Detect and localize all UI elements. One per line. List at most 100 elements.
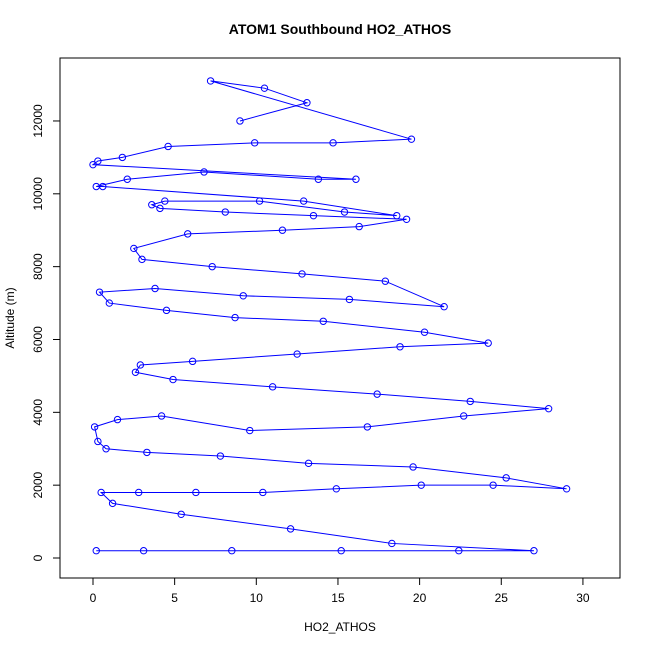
data-point	[417, 481, 425, 489]
data-point	[455, 547, 463, 555]
data-point	[164, 142, 172, 151]
data-point	[502, 474, 510, 482]
data-point	[530, 547, 538, 555]
data-point	[92, 182, 100, 191]
data-point	[259, 488, 267, 497]
data-point	[177, 510, 185, 519]
data-point	[314, 175, 323, 183]
data-point	[236, 117, 244, 125]
data-point	[156, 204, 164, 213]
data-point	[102, 445, 110, 453]
data-point	[118, 153, 127, 162]
y-tick-label: 10000	[31, 177, 45, 211]
data-point	[228, 547, 236, 555]
data-point	[363, 423, 372, 431]
data-point	[130, 244, 138, 253]
plot-frame	[59, 57, 621, 579]
data-point	[157, 412, 166, 420]
x-axis-label: HO2_ATHOS	[304, 620, 376, 634]
data-point	[89, 160, 97, 169]
data-point	[440, 303, 448, 311]
data-point	[246, 426, 254, 435]
data-point	[162, 306, 171, 315]
x-tick-label: 0	[90, 591, 97, 605]
data-point	[139, 547, 148, 555]
data-point	[90, 423, 99, 431]
data-point	[94, 157, 102, 165]
data-point	[138, 255, 146, 264]
data-point	[298, 270, 306, 278]
data-point	[484, 339, 492, 347]
y-tick-label: 4000	[31, 399, 45, 426]
data-point	[108, 499, 117, 508]
data-point	[143, 448, 151, 457]
data-point	[309, 211, 318, 220]
data-point	[208, 262, 216, 271]
data-point	[319, 317, 327, 325]
data-point	[340, 208, 349, 216]
data-point	[352, 175, 360, 183]
data-point	[184, 230, 192, 238]
data-point	[407, 135, 416, 143]
data-point	[373, 390, 381, 398]
data-point	[206, 77, 215, 85]
data-line	[91, 80, 567, 552]
data-point	[355, 222, 363, 231]
x-tick-label: 5	[171, 591, 178, 605]
data-point	[329, 139, 337, 147]
y-tick-label: 2000	[31, 471, 45, 498]
x-tick-label: 10	[250, 591, 264, 605]
x-tick-label: 25	[495, 591, 509, 605]
data-point	[345, 295, 354, 304]
x-tick-label: 20	[413, 591, 427, 605]
data-point	[460, 412, 468, 420]
data-point	[94, 437, 102, 446]
data-point	[260, 84, 269, 92]
data-point	[278, 226, 287, 234]
data-point	[161, 197, 169, 205]
data-point	[250, 139, 259, 147]
data-point	[231, 313, 239, 322]
data-point	[200, 168, 208, 176]
y-tick-label: 12000	[31, 104, 45, 138]
data-point	[192, 488, 200, 497]
data-point	[268, 383, 277, 391]
data-point	[388, 539, 396, 548]
data-point	[286, 525, 295, 533]
data-point	[148, 201, 156, 209]
data-point	[151, 284, 159, 293]
data-point	[409, 463, 417, 471]
data-point	[105, 299, 114, 307]
data-point	[221, 208, 229, 216]
data-point	[136, 361, 145, 369]
data-point	[332, 485, 341, 493]
data-point	[293, 350, 301, 358]
data-point	[216, 452, 225, 460]
data-point	[123, 175, 131, 183]
y-axis-label: Altitude (m)	[3, 287, 17, 348]
data-point	[95, 288, 104, 296]
y-tick-label: 8000	[31, 253, 45, 280]
data-point	[97, 488, 105, 497]
data-point	[544, 404, 553, 413]
data-point	[113, 415, 122, 424]
data-point	[303, 99, 311, 107]
data-point	[135, 488, 143, 497]
data-point	[393, 211, 401, 220]
y-tick-label: 6000	[31, 326, 45, 353]
x-tick-label: 30	[576, 591, 590, 605]
data-point	[92, 547, 100, 555]
x-tick-label: 15	[331, 591, 345, 605]
data-point	[396, 343, 404, 351]
y-tick-label: 0	[31, 554, 45, 561]
data-point	[169, 375, 177, 384]
data-point	[304, 459, 313, 468]
data-point	[255, 197, 264, 205]
data-point	[562, 485, 571, 493]
data-point	[131, 368, 140, 376]
data-point	[402, 215, 411, 224]
data-point	[337, 547, 345, 555]
data-point	[489, 481, 497, 489]
data-point	[188, 357, 197, 366]
